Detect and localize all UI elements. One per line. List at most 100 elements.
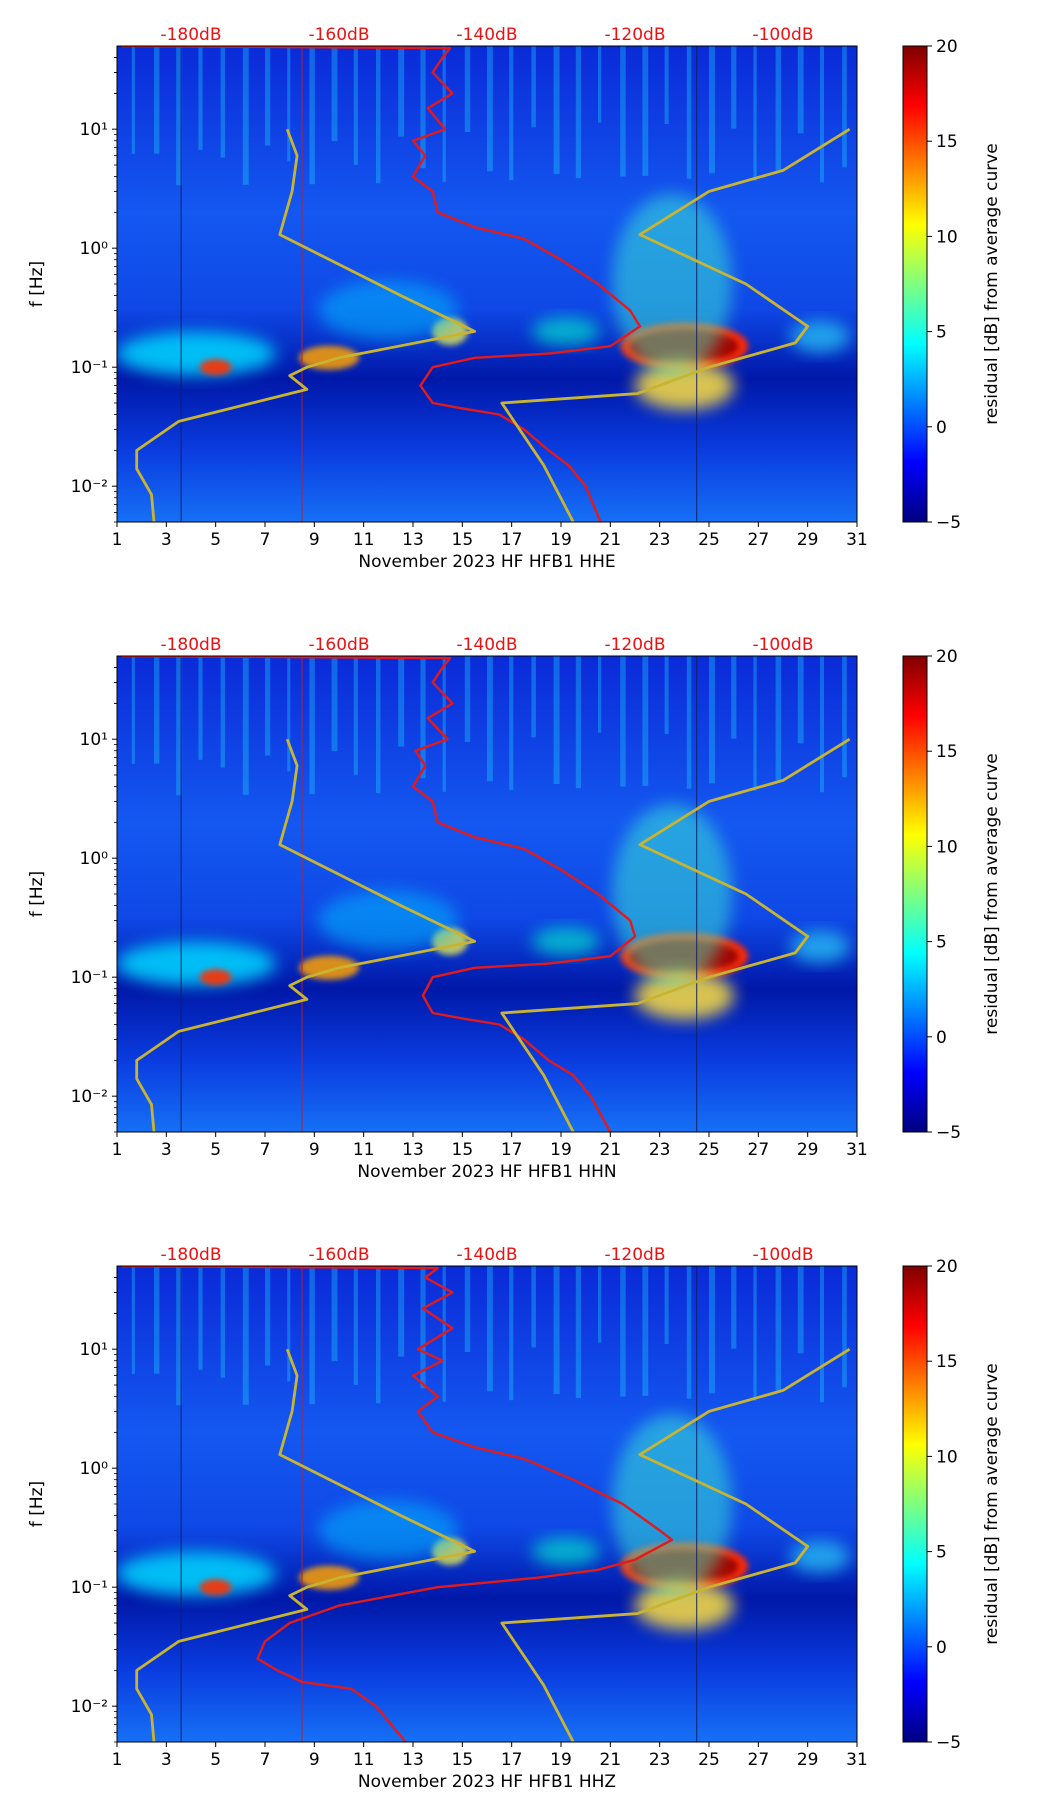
top-db-label: -160dB: [308, 25, 369, 45]
y-tick-label: 10⁰: [80, 849, 109, 869]
heatmap-streak: [398, 1266, 405, 1357]
heatmap-field: [117, 656, 857, 1132]
top-db-label: -120dB: [604, 635, 665, 655]
heatmap-streak: [753, 46, 757, 181]
x-tick-label: 15: [452, 530, 474, 550]
heatmap-streak: [775, 1266, 782, 1391]
heatmap-streak: [265, 46, 271, 146]
heatmap-streak: [598, 656, 602, 733]
heatmap-streak: [575, 656, 581, 789]
x-tick-label: 11: [353, 1140, 375, 1160]
heatmap-streak: [553, 656, 560, 785]
x-tick-label: 17: [501, 1750, 523, 1770]
x-tick-label: 7: [260, 530, 271, 550]
y-tick-label: 10⁻²: [71, 1087, 108, 1107]
heatmap-streak: [309, 1266, 315, 1405]
median-psd-curve: [121, 1266, 674, 1742]
x-tick-label: 27: [748, 530, 770, 550]
heatmap-streak: [242, 1266, 249, 1405]
heatmap-streak: [664, 46, 669, 124]
heatmap-hotspot: [199, 1579, 232, 1596]
heatmap-streak: [531, 1266, 536, 1348]
y-tick-label: 10¹: [80, 1340, 108, 1360]
x-tick-label: 29: [797, 1140, 819, 1160]
high-noise-model-curve: [135, 1348, 477, 1742]
heatmap-streak: [620, 656, 626, 787]
heatmap-streak: [331, 1266, 338, 1362]
y-tick-label: 10¹: [80, 120, 108, 140]
heatmap-streak: [797, 656, 804, 744]
colorbar-tick-label: 10: [936, 837, 958, 857]
x-tick-label: 19: [550, 1140, 572, 1160]
heatmap-streak: [420, 46, 426, 169]
top-db-label: -140dB: [456, 635, 517, 655]
heatmap-streak: [820, 656, 825, 793]
colorbar-tick-label: 10: [936, 1447, 958, 1467]
heatmap-streak: [487, 656, 493, 782]
x-tick-label: 15: [452, 1140, 474, 1160]
heatmap-streak: [487, 1266, 493, 1392]
spectrogram-panel-3: 1 3 5 7 9 11 13 15 17 19 21 23 25 27 29 3110⁻²10⁻¹10⁰10…: [27, 1245, 1002, 1792]
x-tick-label: 31: [846, 1140, 868, 1160]
x-axis-label: November 2023 HF HFB1 HHN: [357, 1162, 616, 1182]
heatmap-streak: [398, 656, 405, 747]
x-tick-label: 3: [161, 1140, 172, 1160]
heatmap-hotspot: [612, 1414, 732, 1594]
median-psd-curve: [121, 46, 642, 522]
heatmap-streak: [731, 656, 737, 739]
heatmap-streak: [598, 1266, 602, 1343]
median-psd-curve: [121, 656, 637, 1132]
x-tick-label: 3: [161, 530, 172, 550]
x-tick-label: 23: [649, 530, 671, 550]
x-axis-label: November 2023 HF HFB1 HHE: [358, 552, 615, 572]
heatmap-streak: [664, 1266, 669, 1344]
colorbar-tick-label: 0: [936, 418, 947, 438]
colorbar-label: residual [dB] from average curve: [982, 143, 1002, 424]
heatmap-hotspot: [634, 971, 735, 1020]
heatmap-streak: [176, 46, 183, 186]
x-tick-label: 13: [402, 1140, 424, 1160]
top-db-label: -120dB: [604, 1245, 665, 1265]
heatmap-hotspot: [199, 969, 232, 986]
x-tick-label: 7: [260, 1750, 271, 1770]
heatmap-streak: [553, 1266, 560, 1395]
heatmap-streak: [820, 1266, 825, 1403]
heatmap-streak: [775, 46, 782, 171]
heatmap-streak: [753, 656, 757, 791]
x-tick-label: 25: [698, 530, 720, 550]
x-tick-label: 9: [309, 1140, 320, 1160]
heatmap-streak: [642, 46, 649, 176]
heatmap-streak: [420, 656, 426, 779]
heatmap-hotspot: [117, 331, 276, 376]
heatmap-hotspot: [318, 1500, 459, 1561]
colorbar: [902, 45, 928, 523]
heatmap-streak: [198, 656, 203, 760]
y-tick-label: 10¹: [80, 730, 108, 750]
heatmap-hotspot: [117, 1551, 276, 1596]
heatmap-streak: [220, 656, 226, 768]
heatmap-streak: [154, 656, 160, 764]
colorbar-tick-label: −5: [936, 1123, 961, 1143]
spectrogram-panel-2: 1 3 5 7 9 11 13 15 17 19 21 23 25 27 29 3110⁻²10⁻¹10⁰10…: [27, 635, 1002, 1182]
x-tick-label: 29: [797, 1750, 819, 1770]
x-tick-label: 9: [309, 1750, 320, 1770]
heatmap-streak: [242, 46, 249, 185]
colorbar: [902, 1265, 928, 1743]
colorbar-label: residual [dB] from average curve: [982, 753, 1002, 1034]
top-db-label: -140dB: [456, 1245, 517, 1265]
heatmap-field: [117, 1266, 857, 1742]
y-tick-label: 10⁻²: [71, 477, 108, 497]
heatmap-hotspot: [612, 194, 732, 374]
heatmap-hotspot: [612, 804, 732, 984]
colorbar-label: residual [dB] from average curve: [982, 1363, 1002, 1644]
heatmap-streak: [176, 1266, 183, 1406]
x-tick-label: 1: [112, 1750, 123, 1770]
high-noise-model-curve: [135, 738, 477, 1132]
heatmap-streak: [442, 46, 446, 182]
heatmap-hotspot: [117, 941, 276, 986]
heatmap-streak: [686, 1266, 692, 1399]
colorbar-tick-label: −5: [936, 1733, 961, 1753]
heatmap-streak: [709, 1266, 715, 1394]
heatmap-hotspot: [634, 1581, 735, 1630]
heatmap-streak: [531, 656, 536, 738]
